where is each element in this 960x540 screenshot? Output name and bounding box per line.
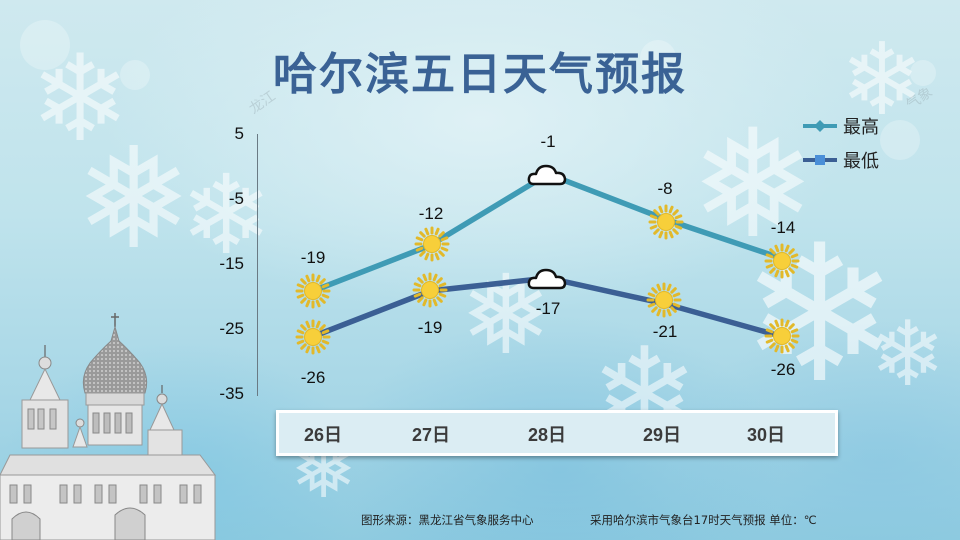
high-value-label: -1: [540, 132, 556, 151]
low-value-label: -19: [417, 318, 443, 337]
x-category: 28日: [527, 425, 567, 445]
x-axis-category-bar: 26日 27日 28日 29日 30日: [276, 410, 838, 456]
high-value-label: -14: [770, 218, 796, 237]
x-category: 29日: [642, 425, 682, 445]
low-value-label: -21: [652, 322, 678, 341]
legend-low-marker-icon: [803, 155, 837, 165]
low-value-label: -17: [535, 299, 561, 318]
page-title: 哈尔滨五日天气预报: [273, 49, 687, 100]
y-tick: -15: [219, 254, 244, 273]
low-value-label: -26: [300, 368, 326, 387]
chart-legend: 最高 最低: [803, 109, 879, 177]
church-illustration: [0, 313, 216, 540]
footer-source: 图形来源：黑龙江省气象服务中心: [361, 513, 534, 527]
legend-low-label: 最低: [843, 151, 879, 172]
legend-high-marker-icon: [803, 120, 837, 132]
low-value-label: -26: [770, 360, 796, 379]
high-value-label: -8: [657, 179, 673, 198]
bokeh-decoration: [20, 20, 70, 70]
snowflake-decoration: ❅: [75, 118, 193, 281]
y-tick: -5: [228, 189, 244, 208]
y-tick: -25: [219, 319, 244, 338]
bokeh-decoration: [640, 40, 676, 76]
y-tick: -35: [219, 384, 244, 403]
bokeh-decoration: [880, 120, 920, 160]
bokeh-decoration: [910, 60, 936, 86]
x-category: 30日: [746, 425, 786, 445]
high-value-label: -12: [418, 204, 444, 223]
x-category: 27日: [411, 425, 451, 445]
y-axis-line: [257, 134, 258, 396]
snowflake-decoration: ❄: [30, 30, 131, 169]
y-tick: 5: [234, 124, 244, 143]
snowflake-decoration: ❄: [870, 302, 946, 407]
high-value-label: -19: [300, 248, 326, 267]
snowflake-decoration: ❄: [180, 151, 273, 279]
snowflake-decoration: ❄: [840, 21, 924, 138]
bokeh-decoration: [120, 60, 150, 90]
legend-item-low: 最低: [803, 143, 879, 177]
legend-item-high: 最高: [803, 109, 879, 143]
x-category: 26日: [303, 425, 343, 445]
footer-note: 采用哈尔滨市气象台17时天气预报 单位：℃: [590, 513, 817, 527]
legend-high-label: 最高: [843, 117, 879, 138]
